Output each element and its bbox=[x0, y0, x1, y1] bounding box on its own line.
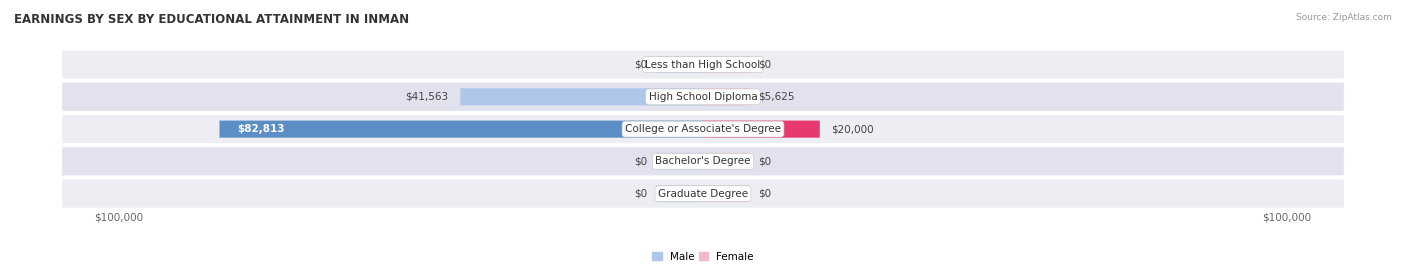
Text: Bachelor's Degree: Bachelor's Degree bbox=[655, 156, 751, 167]
FancyBboxPatch shape bbox=[657, 56, 703, 73]
Legend: Male, Female: Male, Female bbox=[648, 247, 758, 266]
Text: College or Associate's Degree: College or Associate's Degree bbox=[626, 124, 780, 134]
Text: EARNINGS BY SEX BY EDUCATIONAL ATTAINMENT IN INMAN: EARNINGS BY SEX BY EDUCATIONAL ATTAINMEN… bbox=[14, 13, 409, 26]
FancyBboxPatch shape bbox=[703, 185, 749, 202]
Text: $0: $0 bbox=[634, 189, 648, 199]
Text: $0: $0 bbox=[758, 156, 772, 167]
FancyBboxPatch shape bbox=[703, 153, 749, 170]
FancyBboxPatch shape bbox=[703, 56, 749, 73]
Text: Source: ZipAtlas.com: Source: ZipAtlas.com bbox=[1296, 13, 1392, 22]
Text: $41,563: $41,563 bbox=[405, 92, 449, 102]
Text: $0: $0 bbox=[758, 189, 772, 199]
Text: High School Diploma: High School Diploma bbox=[648, 92, 758, 102]
Text: Graduate Degree: Graduate Degree bbox=[658, 189, 748, 199]
FancyBboxPatch shape bbox=[60, 82, 1346, 112]
FancyBboxPatch shape bbox=[60, 114, 1346, 144]
Text: $0: $0 bbox=[758, 59, 772, 70]
Text: Less than High School: Less than High School bbox=[645, 59, 761, 70]
Text: $5,625: $5,625 bbox=[758, 92, 794, 102]
FancyBboxPatch shape bbox=[60, 178, 1346, 209]
FancyBboxPatch shape bbox=[703, 88, 749, 105]
FancyBboxPatch shape bbox=[703, 121, 820, 138]
Text: $0: $0 bbox=[634, 59, 648, 70]
FancyBboxPatch shape bbox=[60, 49, 1346, 80]
FancyBboxPatch shape bbox=[657, 153, 703, 170]
FancyBboxPatch shape bbox=[460, 88, 703, 105]
FancyBboxPatch shape bbox=[657, 185, 703, 202]
Text: $20,000: $20,000 bbox=[831, 124, 875, 134]
FancyBboxPatch shape bbox=[219, 121, 703, 138]
FancyBboxPatch shape bbox=[60, 146, 1346, 177]
Text: $0: $0 bbox=[634, 156, 648, 167]
Text: $82,813: $82,813 bbox=[238, 124, 284, 134]
